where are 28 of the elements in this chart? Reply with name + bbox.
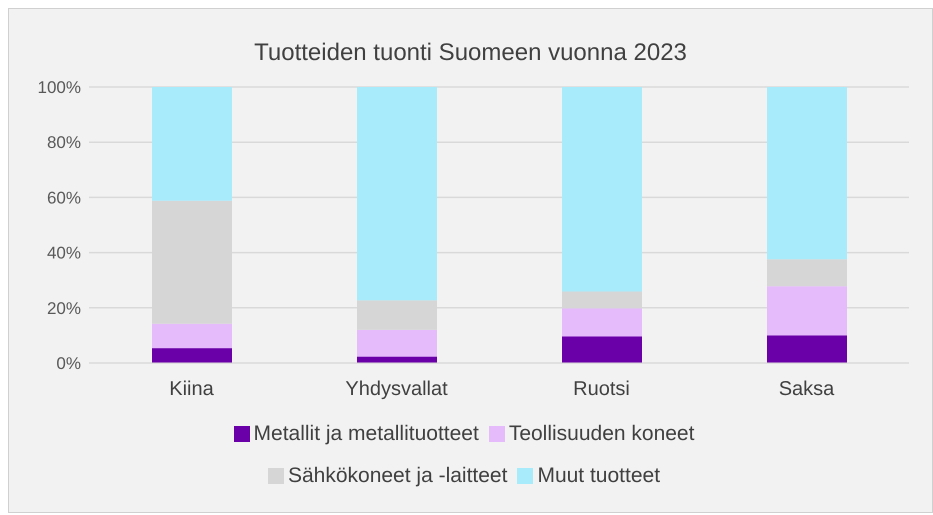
bar: [562, 87, 642, 292]
x-tick-label: Saksa: [778, 378, 836, 400]
bar: [562, 308, 642, 337]
y-tick-label: 100%: [38, 78, 81, 98]
bar: [357, 87, 437, 300]
bar: [357, 356, 437, 363]
legend-label: Teollisuuden koneet: [508, 422, 694, 445]
y-tick-label: 20%: [46, 298, 81, 318]
y-tick-label: 0%: [56, 354, 81, 374]
bar: [767, 259, 847, 286]
x-tick-label: Yhdysvallat: [345, 378, 448, 400]
bar: [152, 324, 232, 348]
y-tick-label: 80%: [46, 133, 81, 152]
legend-label: Sähkökoneet ja -laitteet: [288, 464, 508, 487]
legend-label: Muut tuotteet: [537, 464, 660, 487]
x-tick-label: Ruotsi: [573, 378, 630, 400]
chart-title: Tuotteiden tuonti Suomeen vuonna 2023: [253, 38, 688, 68]
x-tick-label: Kiina: [169, 378, 215, 400]
bar: [152, 348, 232, 363]
legend-label: Metallit ja metallituotteet: [254, 422, 479, 445]
bar: [767, 286, 847, 336]
y-tick-label: 60%: [46, 188, 81, 208]
y-tick-label: 40%: [46, 244, 81, 263]
bar: [152, 87, 232, 201]
bar: [357, 330, 437, 357]
bar: [562, 336, 642, 363]
bar: [767, 87, 847, 260]
bar: [767, 335, 847, 363]
